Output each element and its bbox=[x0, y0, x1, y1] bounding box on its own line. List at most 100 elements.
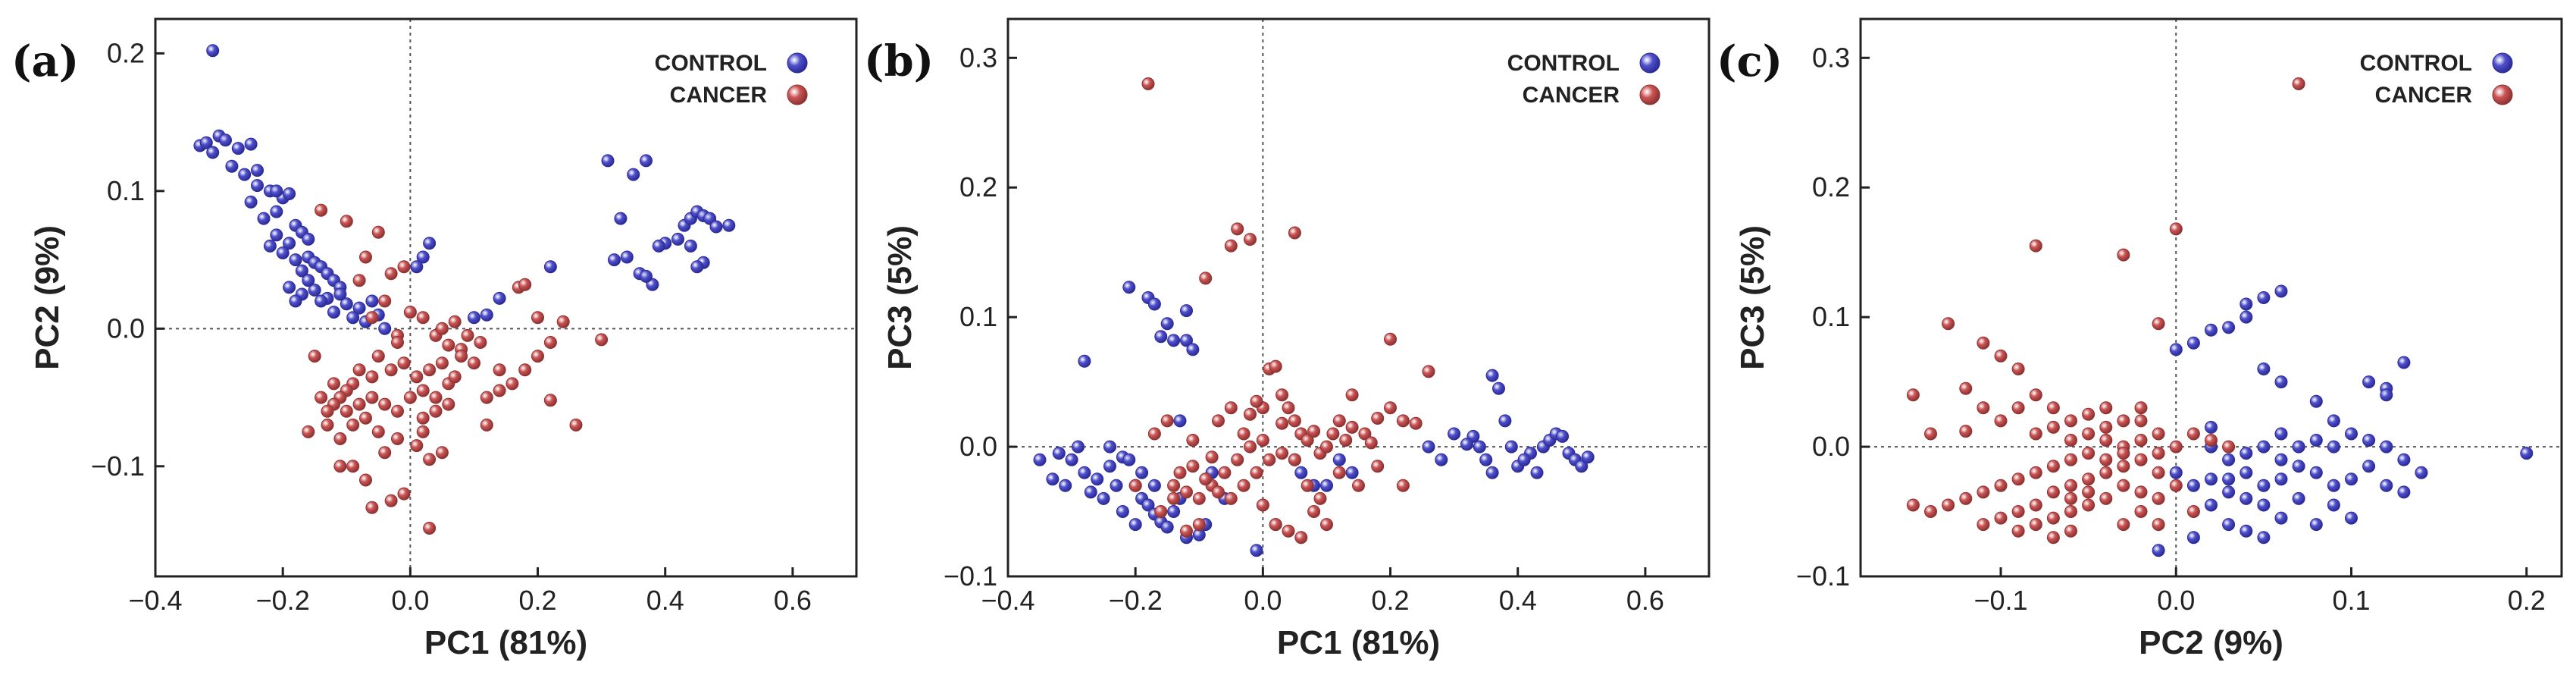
cancer-point bbox=[2169, 479, 2183, 492]
cancer-point bbox=[2029, 466, 2042, 479]
legend-control-label: CONTROL bbox=[1507, 51, 1620, 76]
cancer-point bbox=[1326, 427, 1340, 441]
cancer-point bbox=[1199, 272, 1213, 285]
control-point bbox=[2309, 394, 2323, 408]
cancer-point bbox=[315, 203, 328, 217]
cancer-point bbox=[416, 384, 430, 397]
x-axis-title: PC2 (9%) bbox=[2139, 624, 2283, 661]
cancer-point bbox=[1339, 434, 1353, 447]
cancer-point bbox=[333, 432, 347, 445]
control-point bbox=[1460, 438, 1473, 451]
control-point bbox=[640, 154, 653, 168]
cancer-point bbox=[1352, 479, 1365, 492]
y-tick-label: 0.1 bbox=[959, 301, 997, 332]
cancer-point bbox=[442, 397, 455, 411]
panel-letter: (b) bbox=[864, 36, 934, 86]
control-point bbox=[608, 253, 621, 267]
cancer-point bbox=[1288, 226, 1301, 240]
control-point bbox=[1154, 330, 1168, 344]
control-point bbox=[671, 232, 684, 246]
cancer-point bbox=[378, 294, 392, 308]
cancer-point bbox=[1959, 491, 1973, 505]
control-point bbox=[378, 322, 392, 335]
cancer-point bbox=[435, 356, 449, 370]
cancer-point bbox=[1371, 460, 1385, 473]
cancer-point bbox=[1371, 412, 1385, 425]
control-point bbox=[2152, 544, 2165, 557]
cancer-point bbox=[1320, 440, 1333, 454]
control-point bbox=[1498, 414, 1512, 428]
cancer-point bbox=[1384, 332, 1397, 346]
control-point bbox=[225, 159, 239, 173]
control-point bbox=[493, 291, 506, 305]
cancer-point bbox=[2046, 401, 2060, 415]
cancer-point bbox=[423, 453, 437, 466]
control-point bbox=[2169, 343, 2183, 356]
cancer-point bbox=[1250, 394, 1263, 408]
y-tick-label: 0.2 bbox=[107, 37, 145, 68]
panel-b: −0.4 −0.2 0.0 0.2 0.4 0.6 −0.1 0.0 0.1 0.2 0.3 PC1 … bbox=[864, 17, 1711, 661]
cancer-point bbox=[2011, 363, 2025, 375]
cancer-point bbox=[1364, 436, 1378, 450]
x-tick-label: 0.0 bbox=[1244, 585, 1282, 616]
control-point bbox=[2292, 440, 2305, 454]
cancer-point bbox=[397, 356, 411, 370]
cancer-point bbox=[1977, 518, 1990, 532]
control-point bbox=[627, 168, 640, 181]
cancer-point bbox=[480, 418, 493, 432]
control-point bbox=[2222, 472, 2236, 486]
cancer-point bbox=[2222, 440, 2236, 454]
cancer-point bbox=[1994, 511, 2008, 525]
cancer-point bbox=[391, 432, 404, 445]
control-point bbox=[283, 187, 296, 200]
x-tick-label: 0.6 bbox=[1626, 585, 1664, 616]
cancer-point bbox=[1942, 498, 1955, 512]
cancer-point bbox=[2134, 414, 2148, 428]
cancer-point bbox=[2117, 460, 2130, 473]
y-axis-title: PC3 (5%) bbox=[881, 225, 919, 370]
legend-cancer-marker bbox=[2492, 84, 2513, 105]
cancer-point bbox=[448, 370, 462, 384]
control-point bbox=[709, 220, 723, 234]
control-point bbox=[2309, 518, 2323, 532]
cancer-point bbox=[2082, 498, 2096, 512]
cancer-point bbox=[493, 363, 506, 377]
control-point bbox=[2222, 518, 2236, 532]
cancer-point bbox=[365, 370, 379, 384]
cancer-point bbox=[2029, 518, 2042, 532]
cancer-point bbox=[416, 411, 430, 425]
panel-letter: (a) bbox=[11, 36, 79, 86]
cancer-point bbox=[543, 336, 557, 349]
cancer-point bbox=[384, 494, 398, 507]
cancer-point bbox=[1212, 485, 1225, 499]
control-point bbox=[270, 228, 283, 242]
control-point bbox=[1173, 414, 1187, 428]
control-point bbox=[295, 264, 308, 278]
cancer-point bbox=[416, 311, 430, 325]
cancer-point bbox=[474, 336, 487, 349]
panel-letter: (c) bbox=[1717, 36, 1783, 86]
cancer-point bbox=[2064, 479, 2077, 492]
legend-cancer-marker bbox=[1639, 84, 1660, 105]
cancer-point bbox=[2011, 472, 2025, 486]
cancer-point bbox=[352, 274, 366, 287]
control-point bbox=[410, 260, 424, 274]
legend-control-label: CONTROL bbox=[2360, 51, 2472, 76]
cancer-point bbox=[378, 397, 392, 411]
cancer-point bbox=[2099, 491, 2113, 505]
cancer-point bbox=[1199, 472, 1213, 486]
control-point bbox=[1065, 453, 1078, 466]
control-point bbox=[2205, 472, 2218, 486]
control-point bbox=[315, 294, 328, 308]
x-tick-label: −0.4 bbox=[128, 585, 182, 616]
y-tick-label: 0.0 bbox=[107, 312, 145, 344]
cancer-point bbox=[321, 404, 334, 418]
cancer-point bbox=[1294, 531, 1308, 545]
cancer-point bbox=[371, 425, 385, 438]
control-point bbox=[2240, 447, 2253, 460]
control-point bbox=[1167, 334, 1181, 347]
cancer-point bbox=[1959, 425, 1973, 438]
control-point bbox=[620, 250, 634, 264]
cancer-point bbox=[346, 460, 360, 473]
cancer-point bbox=[1224, 401, 1238, 415]
